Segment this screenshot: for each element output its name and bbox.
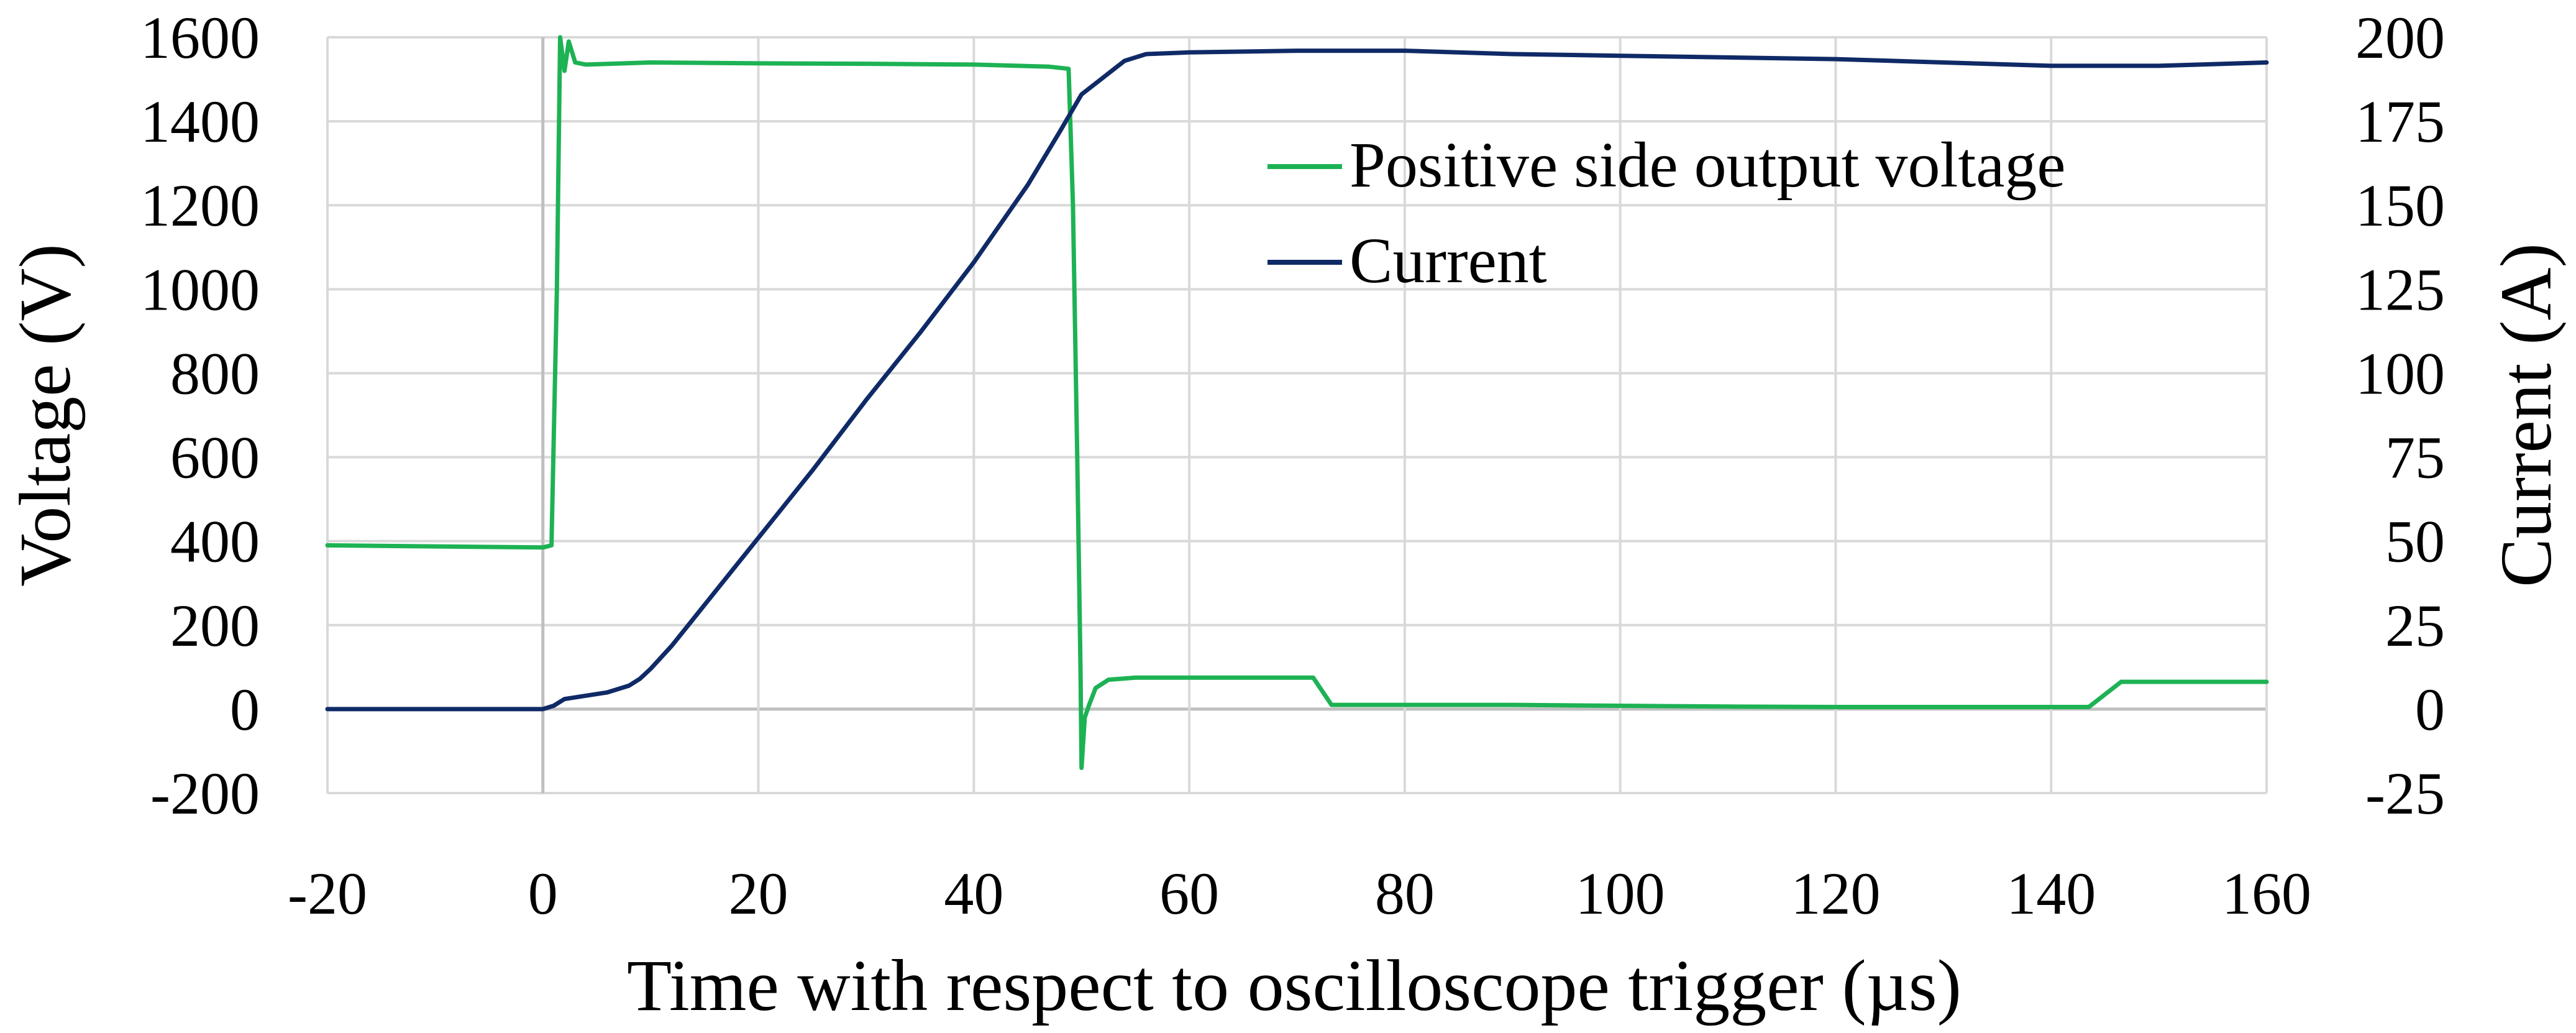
y2-tick-label: 125 bbox=[2355, 256, 2445, 323]
x-axis-title: Time with respect to oscilloscope trigge… bbox=[627, 945, 1962, 1026]
y-tick-label: 200 bbox=[170, 592, 260, 659]
y2-tick-label: 100 bbox=[2355, 340, 2445, 406]
x-tick-label: 100 bbox=[1576, 860, 1665, 927]
x-tick-label: 40 bbox=[944, 860, 1003, 927]
y-tick-label: 0 bbox=[230, 676, 260, 743]
y2-tick-label: -25 bbox=[2365, 760, 2445, 827]
y-tick-label: -200 bbox=[150, 760, 260, 827]
series-line-voltage bbox=[325, 35, 2269, 770]
x-tick-label: 20 bbox=[729, 860, 788, 927]
x-tick-label: 0 bbox=[528, 860, 558, 927]
y-tick-label: 800 bbox=[170, 340, 260, 406]
series-line-current bbox=[325, 48, 2269, 712]
y-tick-label: 600 bbox=[170, 425, 260, 491]
left-axis-tick-labels: -200 0 200 400 600 800 1000 1200 1400 1600 bbox=[140, 4, 260, 827]
legend-label-current: Current bbox=[1350, 225, 1547, 296]
y-tick-label: 1600 bbox=[140, 4, 260, 71]
right-axis-tick-labels: -25 0 25 50 75 100 125 150 175 200 bbox=[2355, 4, 2445, 827]
y-tick-label: 1400 bbox=[140, 88, 260, 155]
x-axis-tick-labels: -20 0 20 40 60 80 100 120 140 160 bbox=[288, 860, 2311, 927]
y2-tick-label: 75 bbox=[2385, 425, 2445, 491]
y2-tick-label: 25 bbox=[2385, 592, 2445, 659]
x-tick-label: 140 bbox=[2006, 860, 2096, 927]
y2-tick-label: 0 bbox=[2415, 676, 2445, 743]
y-tick-label: 1000 bbox=[140, 256, 260, 323]
x-tick-label: 60 bbox=[1159, 860, 1219, 927]
series-layer bbox=[325, 35, 2269, 770]
legend-label-voltage: Positive side output voltage bbox=[1350, 129, 2066, 201]
legend: Positive side output voltage Current bbox=[1267, 129, 2066, 296]
y-tick-label: 400 bbox=[170, 508, 260, 575]
y-tick-label: 1200 bbox=[140, 172, 260, 239]
y2-tick-label: 200 bbox=[2355, 4, 2445, 71]
y2-tick-label: 175 bbox=[2355, 88, 2445, 155]
x-tick-label: -20 bbox=[288, 860, 367, 927]
grid-lines bbox=[326, 36, 2268, 794]
y2-tick-label: 50 bbox=[2385, 508, 2445, 575]
x-tick-label: 120 bbox=[1791, 860, 1880, 927]
left-axis-title: Voltage (V) bbox=[4, 244, 86, 587]
x-tick-label: 80 bbox=[1375, 860, 1435, 927]
right-axis-title: Current (A) bbox=[2485, 243, 2567, 587]
x-tick-label: 160 bbox=[2222, 860, 2311, 927]
y2-tick-label: 150 bbox=[2355, 172, 2445, 239]
